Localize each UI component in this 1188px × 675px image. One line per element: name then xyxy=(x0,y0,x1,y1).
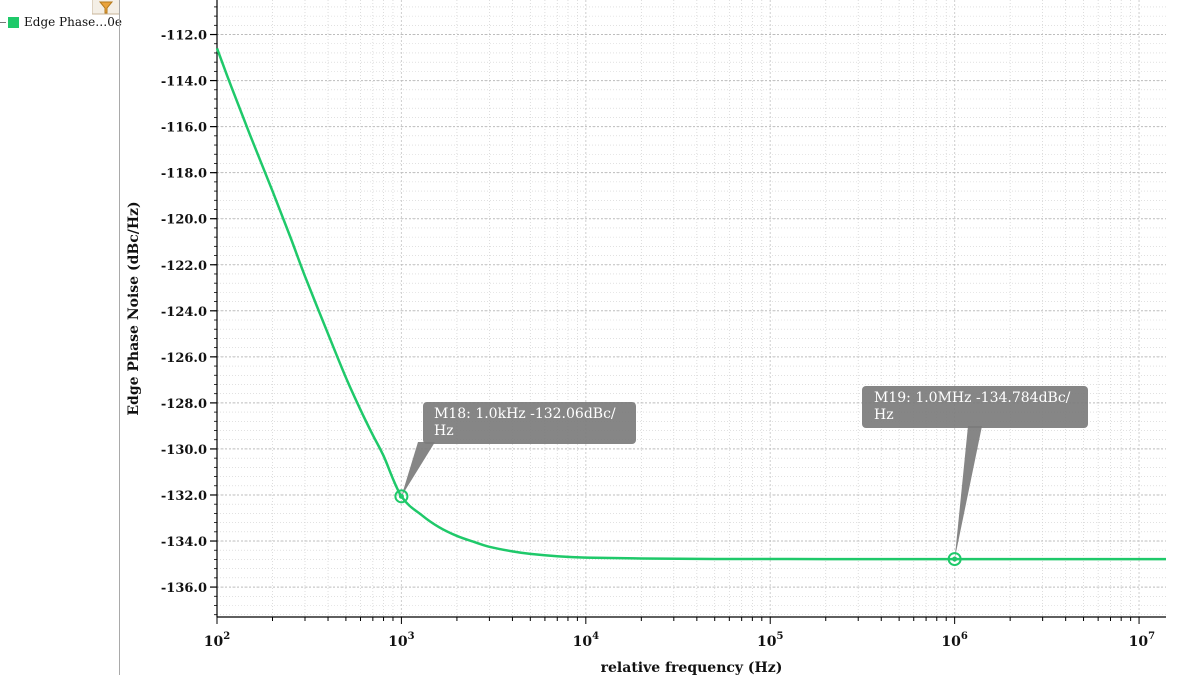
marker-m19: M19: 1.0MHz -134.784dBc/Hz xyxy=(862,386,1088,567)
x-tick-label: 102 xyxy=(204,631,230,650)
y-tick-label: -112.0 xyxy=(161,29,207,44)
y-tick-label: -132.0 xyxy=(161,489,207,504)
grid xyxy=(216,0,1166,617)
legend-item[interactable]: Edge Phase…0e xyxy=(0,14,122,30)
marker-label-text: M18: 1.0kHz -132.06dBc/ xyxy=(434,406,616,422)
marker-label-text: M19: 1.0MHz -134.784dBc/ xyxy=(874,390,1071,406)
x-tick-label: 105 xyxy=(757,631,783,650)
marker-label-box xyxy=(862,386,1088,428)
x-axis-title: relative frequency (Hz) xyxy=(601,660,783,675)
legend-connector xyxy=(0,21,6,23)
y-tick-label: -120.0 xyxy=(161,213,207,228)
y-axis-title: Edge Phase Noise (dBc/Hz) xyxy=(126,201,142,415)
panel-divider xyxy=(119,0,120,675)
series-line xyxy=(215,47,1166,561)
legend-label: Edge Phase…0e xyxy=(24,15,122,29)
y-tick-label: -126.0 xyxy=(161,351,207,366)
y-tick-label: -122.0 xyxy=(161,259,207,274)
y-tick-label: -134.0 xyxy=(161,535,207,550)
marker-pointer xyxy=(954,426,982,560)
marker-dot xyxy=(398,493,404,499)
marker-ring xyxy=(394,489,409,504)
legend-swatch xyxy=(8,16,19,28)
axes xyxy=(210,0,1166,624)
y-tick-label: -136.0 xyxy=(161,581,207,596)
y-tick-label: -114.0 xyxy=(161,75,207,90)
marker-pointer xyxy=(401,442,435,497)
x-tick-label: 107 xyxy=(1129,631,1155,650)
marker-label-box xyxy=(423,402,636,444)
marker-m18: M18: 1.0kHz -132.06dBc/Hz xyxy=(394,402,636,504)
marker-label-text: Hz xyxy=(874,407,894,423)
x-tick-label: 106 xyxy=(941,631,967,650)
y-tick-label: -116.0 xyxy=(161,121,207,136)
x-tick-labels: 102 103 104 105 106 107 xyxy=(204,631,1155,650)
marker-label-text: Hz xyxy=(434,423,454,439)
x-tick-label: 103 xyxy=(388,631,414,650)
legend-panel: Edge Phase…0e xyxy=(0,0,122,675)
marker-dot xyxy=(952,556,958,562)
y-tick-label: -130.0 xyxy=(161,443,207,458)
y-tick-label: -118.0 xyxy=(161,167,207,182)
x-tick-label: 104 xyxy=(573,631,599,650)
y-tick-label: -128.0 xyxy=(161,397,207,412)
phase-noise-chart: -112.0 -114.0 -116.0 -118.0 -120.0 -122.0 -124… xyxy=(126,0,1166,675)
y-tick-label: -124.0 xyxy=(161,305,207,320)
marker-ring xyxy=(947,552,962,567)
y-tick-labels: -112.0 -114.0 -116.0 -118.0 -120.0 -122.0 -124… xyxy=(161,29,207,597)
series-layer xyxy=(215,47,1166,561)
